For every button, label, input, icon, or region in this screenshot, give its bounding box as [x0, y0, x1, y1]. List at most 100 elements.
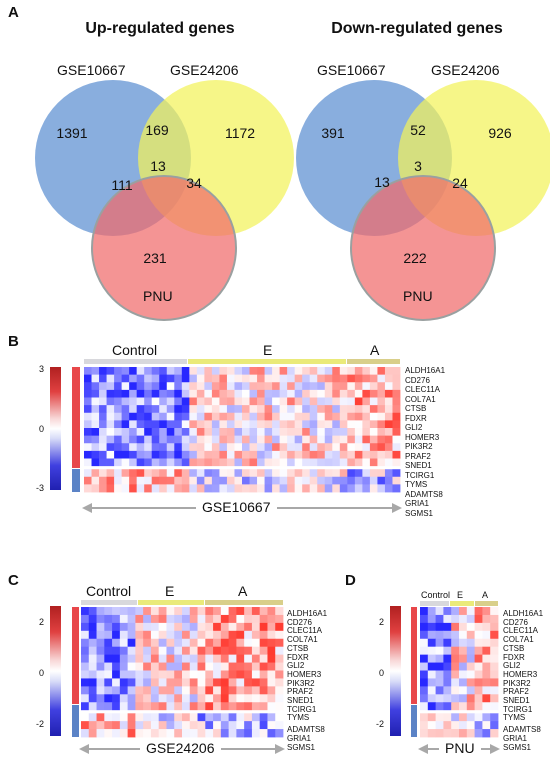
heatmap-cell — [136, 428, 145, 437]
heatmap-cell — [259, 721, 268, 730]
heatmap-cell — [189, 622, 198, 632]
heatmap-cell — [91, 412, 100, 421]
heatmap-cell — [121, 420, 130, 429]
heatmap-cell — [236, 678, 245, 687]
heatmap-cell — [159, 405, 168, 414]
heatmap-cell — [244, 686, 253, 695]
heatmap-cell — [259, 614, 268, 624]
heatmap-cell — [174, 405, 183, 414]
heatmap-cell — [435, 630, 444, 640]
heatmap-cell — [347, 382, 356, 391]
heatmap-cell — [272, 428, 281, 437]
gene-label: SNED1 — [287, 696, 314, 706]
heatmap-cell — [121, 382, 130, 391]
heatmap-cell — [174, 367, 183, 376]
heatmap-cell — [264, 382, 273, 391]
heatmap-cell — [369, 428, 378, 437]
heatmap-cell — [136, 382, 145, 391]
heatmap-cell — [112, 729, 121, 738]
heatmap-cell — [189, 374, 198, 383]
heatmap-cell — [490, 614, 499, 624]
heatmap-cell — [435, 638, 444, 648]
heatmap-cell — [166, 670, 175, 679]
heatmap-cell — [427, 678, 436, 687]
heatmap-cell — [182, 662, 191, 671]
heatmap-cell — [249, 389, 258, 398]
heatmap-cell — [324, 405, 333, 414]
heatmap-cell — [242, 458, 250, 467]
heatmap-c-gene-labels: ALDH16A1 CD276 CLEC11A COL7A1 CTSB FDXR … — [287, 609, 327, 752]
heatmap-cell — [275, 729, 284, 738]
heatmap-cell — [182, 686, 191, 695]
heatmap-cell — [259, 607, 268, 616]
heatmap-cell — [158, 662, 167, 671]
heatmap-cell — [354, 389, 363, 398]
heatmap-cell — [104, 729, 113, 738]
heatmap-cell — [427, 662, 436, 671]
heatmap-cell — [213, 646, 222, 656]
heatmap-cell — [236, 654, 245, 663]
heatmap-cell — [362, 450, 371, 459]
heatmap-cell — [317, 428, 326, 437]
heatmap-cell — [197, 614, 206, 624]
heatmap-cell — [106, 450, 115, 459]
heatmap-cell — [204, 484, 213, 493]
heatmap-cell — [302, 374, 311, 383]
heatmap-cell — [443, 694, 452, 703]
heatmap-cell — [482, 630, 491, 640]
heatmap-cell — [119, 686, 129, 695]
heatmap-cell — [181, 476, 190, 485]
heatmap-cell — [384, 469, 393, 478]
heatmap-cell — [174, 607, 183, 616]
heatmap-cell — [159, 450, 168, 459]
heatmap-cell — [354, 484, 363, 493]
heatmap-cell — [99, 389, 107, 398]
heatmap-cell — [112, 630, 121, 640]
heatmap-cell — [143, 622, 152, 632]
heatmap-cell — [259, 654, 268, 663]
heatmap-cell — [362, 412, 371, 421]
heatmap-cell — [339, 428, 348, 437]
heatmap-cell — [226, 420, 235, 429]
heatmap-cell — [220, 721, 230, 730]
heatmap-cell — [332, 458, 341, 467]
heatmap-cell — [267, 638, 276, 648]
heatmap-cell — [159, 469, 168, 478]
heatmap-cell — [332, 443, 341, 452]
heatmap-cell — [197, 662, 206, 671]
heatmap-cell — [251, 654, 261, 663]
heatmap-cell — [435, 670, 444, 679]
heatmap-cell — [220, 702, 230, 711]
heatmap-cell — [213, 622, 222, 632]
heatmap-cell — [309, 469, 318, 478]
heatmap-cell — [189, 686, 198, 695]
heatmap-cell — [234, 374, 243, 383]
heatmap-cell — [324, 367, 333, 376]
heatmap-cell — [159, 476, 168, 485]
heatmap-cell — [114, 367, 123, 376]
heatmap-cell — [384, 382, 393, 391]
gene-label: PRAF2 — [287, 687, 313, 697]
heatmap-cell — [392, 367, 401, 376]
heatmap-cell — [182, 678, 191, 687]
heatmap-cell — [443, 654, 452, 663]
heatmap-cell — [182, 729, 191, 738]
heatmap-c-tick-mid: 0 — [38, 668, 44, 678]
heatmap-cell — [369, 458, 378, 467]
heatmap-cell — [88, 622, 97, 632]
heatmap-cell — [257, 405, 265, 414]
heatmap-cell — [189, 476, 198, 485]
heatmap-cell — [392, 428, 401, 437]
heatmap-b-bar-a — [347, 359, 400, 364]
heatmap-cell — [121, 469, 130, 478]
heatmap-cell — [204, 458, 213, 467]
heatmap-cell — [144, 428, 153, 437]
heatmap-cell — [309, 458, 318, 467]
heatmap-cell — [88, 721, 97, 730]
heatmap-cell — [84, 367, 92, 376]
heatmap-cell — [158, 686, 167, 695]
heatmap-cell — [435, 729, 444, 738]
heatmap-cell — [150, 622, 160, 632]
heatmap-cell — [257, 443, 265, 452]
heatmap-cell — [482, 607, 491, 616]
